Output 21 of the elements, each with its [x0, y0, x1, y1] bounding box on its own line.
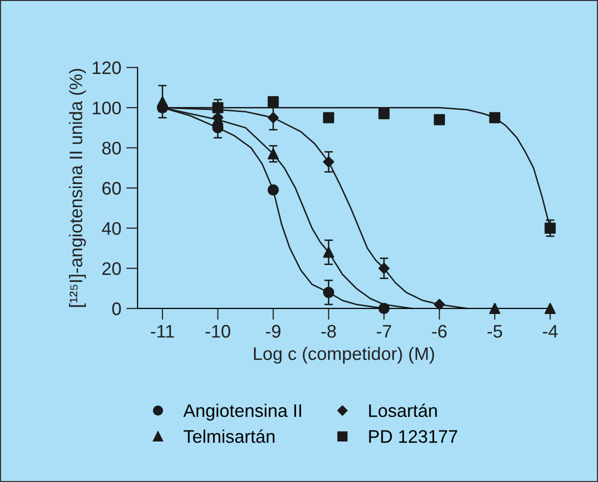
- y-axis-title: [¹²⁵I]-angiotensina II unida (%): [69, 68, 86, 307]
- x-tick-label: -10: [206, 324, 230, 338]
- x-tick-label: -7: [376, 325, 392, 338]
- x-tick-label: -6: [432, 324, 447, 338]
- legend-label: Angiotensina II: [183, 404, 302, 421]
- y-tick-label: 100: [92, 102, 121, 114]
- x-tick-label: -8: [321, 324, 336, 338]
- y-tick-label: 60: [102, 182, 121, 195]
- x-tick-label: -9: [266, 324, 280, 338]
- y-tick-label: 40: [102, 222, 121, 235]
- y-tick-label: 20: [102, 262, 121, 276]
- legend-label: PD 123177: [369, 430, 458, 443]
- y-tick-label: 0: [112, 302, 121, 316]
- x-tick-label: -5: [488, 325, 502, 338]
- legend-label: Losartán: [369, 404, 437, 418]
- y-tick-label: 80: [102, 142, 121, 155]
- y-tick-label: 120: [92, 61, 121, 74]
- x-tick-label: -11: [150, 325, 174, 338]
- legend-label: Telmisartán: [184, 429, 274, 443]
- x-tick-label: -4: [542, 325, 558, 338]
- x-axis-title: Log c (competidor) (M): [254, 346, 434, 364]
